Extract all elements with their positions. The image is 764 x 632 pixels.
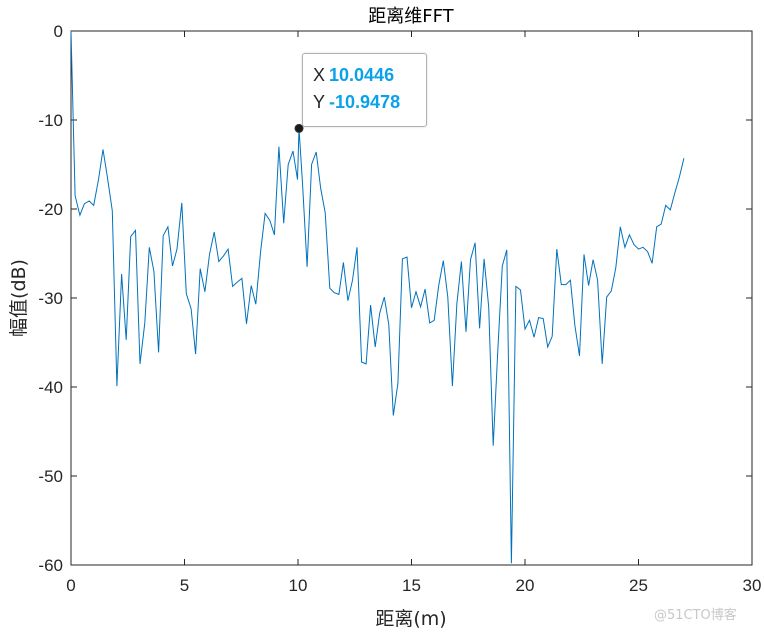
y-tick-label: -60	[38, 556, 63, 575]
x-axis-title: 距离(m)	[375, 608, 446, 630]
axis-ticks	[70, 30, 753, 566]
datatip-tooltip: X 10.0446 Y -10.9478	[302, 53, 427, 127]
y-tick-label: -10	[38, 111, 63, 130]
datatip-x-label: X	[313, 65, 326, 85]
x-tick-label: 0	[66, 576, 75, 595]
datatip-y-value: -10.9478	[329, 92, 401, 112]
y-tick-label: 0	[54, 22, 63, 41]
series-line	[70, 30, 685, 564]
x-tick-label: 10	[289, 576, 308, 595]
x-tick-label: 20	[516, 576, 535, 595]
datatip-x-row: X 10.0446	[313, 65, 394, 86]
x-tick-label: 5	[180, 576, 189, 595]
datatip-y-label: Y	[313, 92, 326, 112]
watermark: @51CTO博客	[654, 608, 737, 623]
y-tick-label: -40	[38, 378, 63, 397]
y-axis-title: 幅值(dB)	[8, 259, 30, 337]
x-tick-label: 15	[402, 576, 421, 595]
y-tick-label: -20	[38, 200, 63, 219]
y-tick-label: -30	[38, 289, 63, 308]
y-tick-label: -50	[38, 467, 63, 486]
chart-title: 距离维FFT	[368, 6, 454, 27]
datatip-marker[interactable]	[294, 123, 304, 133]
x-tick-label: 30	[743, 576, 762, 595]
axis-tick-labels: 0 5 10 15 20 25 30 0 -10 -20 -30 -40 -50 -60	[38, 22, 761, 595]
datatip-y-row: Y -10.9478	[313, 92, 400, 113]
x-tick-label: 25	[629, 576, 648, 595]
datatip-x-value: 10.0446	[329, 65, 395, 85]
